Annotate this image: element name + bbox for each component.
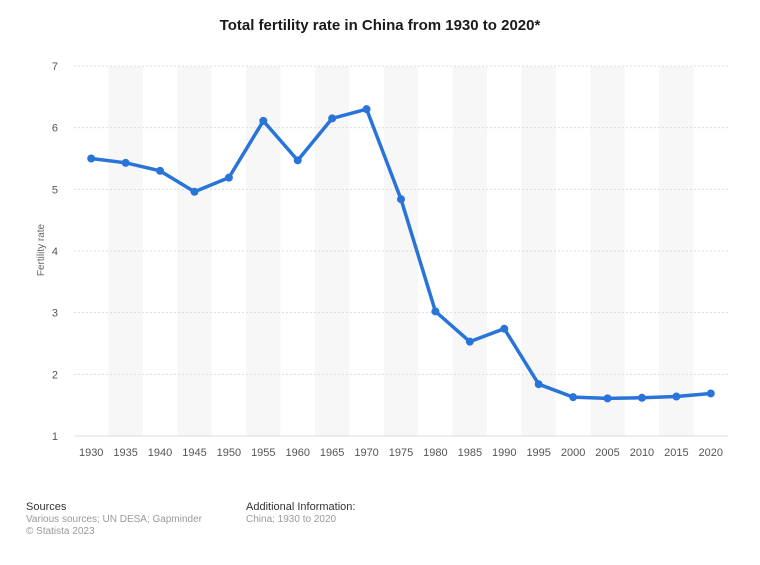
x-tick-label: 1955: [251, 447, 275, 459]
y-tick-label: 6: [52, 123, 58, 135]
data-point[interactable]: [362, 105, 371, 114]
x-tick-label: 2005: [595, 447, 619, 459]
y-tick-label: 4: [52, 246, 58, 258]
background-bands: [108, 66, 694, 436]
additional-info-title: Additional Information:: [246, 501, 356, 513]
x-tick-label: 2015: [664, 447, 688, 459]
x-tick-label: 1930: [79, 447, 103, 459]
x-tick-label: 1970: [354, 447, 378, 459]
copyright-text: © Statista 2023: [26, 526, 95, 537]
x-tick-label: 1945: [182, 447, 206, 459]
sources-title: Sources: [26, 501, 67, 513]
data-point[interactable]: [259, 116, 268, 125]
x-tick-label: 1950: [217, 447, 241, 459]
x-tick-label: 1960: [285, 447, 309, 459]
additional-info-text: China; 1930 to 2020: [246, 514, 337, 525]
data-point[interactable]: [397, 195, 405, 204]
y-tick-label: 5: [52, 184, 58, 196]
y-axis-ticks: 1 2 3 4 5 6 7: [52, 61, 58, 443]
data-point[interactable]: [706, 389, 715, 398]
sources-text: Various sources; UN DESA; Gapminder: [26, 514, 202, 525]
data-point[interactable]: [431, 307, 440, 316]
x-tick-label: 1965: [320, 447, 344, 459]
additional-info-block: Additional Information: China; 1930 to 2…: [246, 501, 355, 526]
y-tick-label: 2: [52, 369, 58, 381]
data-point[interactable]: [637, 393, 646, 402]
y-tick-label: 3: [52, 308, 58, 320]
data-point[interactable]: [534, 380, 543, 389]
data-point[interactable]: [87, 154, 96, 163]
data-point[interactable]: [224, 173, 233, 182]
data-point[interactable]: [500, 324, 509, 333]
data-point[interactable]: [465, 337, 474, 346]
grid-lines: [74, 65, 728, 437]
x-tick-label: 1990: [492, 447, 516, 459]
data-point[interactable]: [190, 187, 199, 196]
x-tick-label: 1980: [423, 447, 447, 459]
data-point[interactable]: [569, 393, 578, 402]
data-point[interactable]: [156, 166, 165, 175]
y-tick-label: 1: [52, 431, 58, 443]
chart-title: Total fertility rate in China from 1930 …: [219, 17, 541, 34]
data-point[interactable]: [293, 156, 302, 165]
background-band: [452, 66, 488, 436]
background-band: [659, 66, 694, 436]
x-tick-label: 1975: [389, 447, 413, 459]
data-point[interactable]: [672, 392, 681, 401]
x-tick-label: 1935: [113, 447, 137, 459]
y-tick-label: 7: [52, 61, 58, 73]
data-point[interactable]: [603, 394, 612, 403]
x-tick-label: 1995: [526, 447, 550, 459]
data-point[interactable]: [328, 114, 337, 123]
background-band: [108, 66, 143, 436]
x-tick-label: 2020: [699, 447, 723, 459]
x-tick-label: 2010: [630, 447, 654, 459]
background-band: [383, 66, 419, 436]
sources-block: Sources Various sources; UN DESA; Gapmin…: [26, 501, 202, 538]
data-point[interactable]: [121, 158, 130, 167]
x-tick-label: 2000: [561, 447, 585, 459]
x-tick-label: 1940: [148, 447, 172, 459]
x-tick-label: 1985: [458, 447, 482, 459]
x-axis-ticks: 1930 1935 1940 1945 1950 1955 1960 1965 1970 1975…: [79, 447, 723, 459]
y-axis-title: Fertility rate: [36, 223, 47, 276]
series-layer: [87, 105, 715, 403]
